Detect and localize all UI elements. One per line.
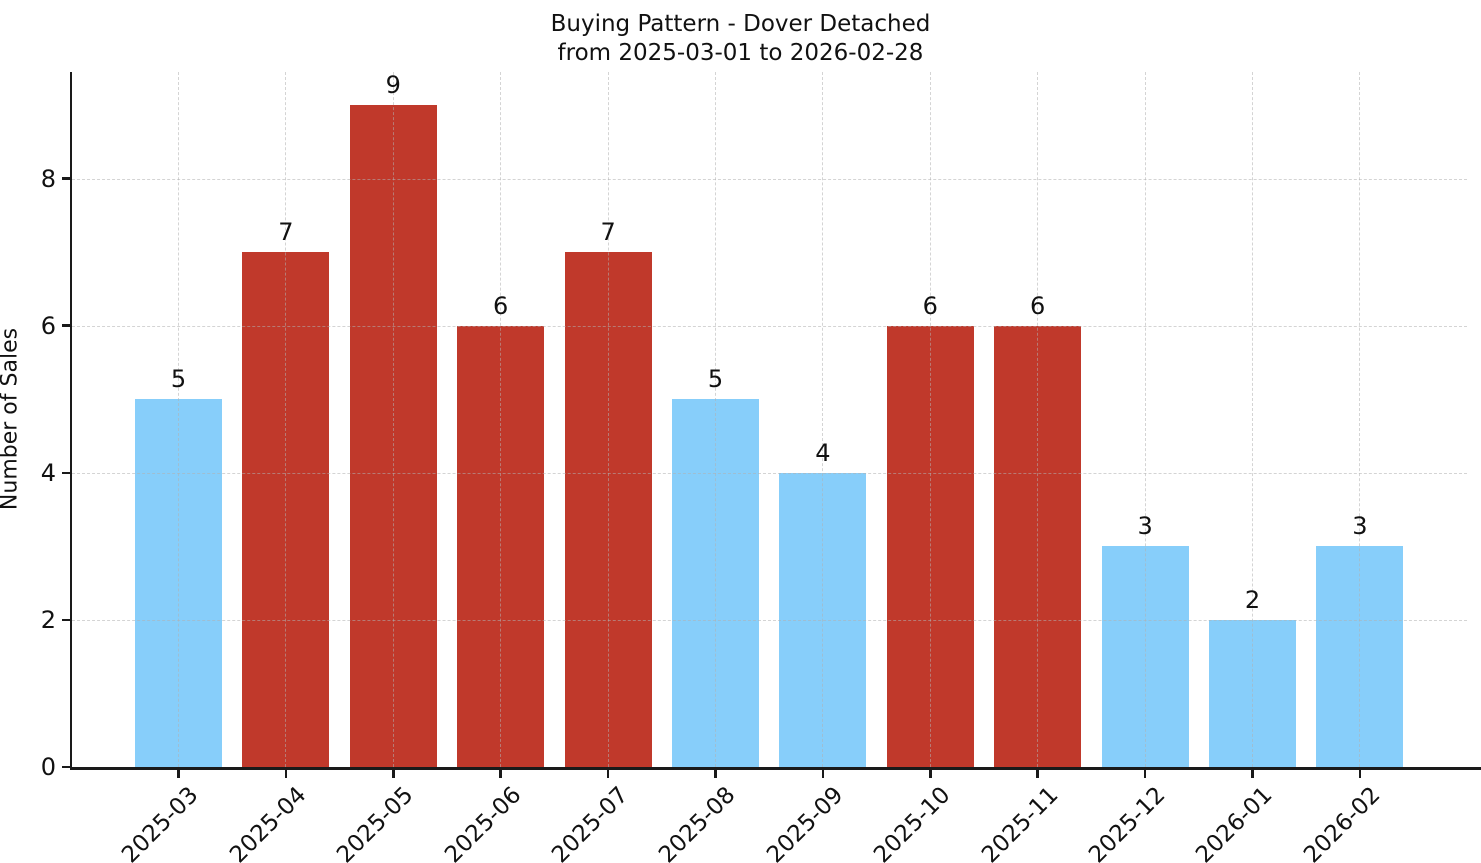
- vertical-gridline: [715, 72, 716, 767]
- bar-value-label-2025-06: 6: [493, 291, 509, 320]
- horizontal-gridline: [72, 325, 1467, 327]
- y-axis-tick: [61, 324, 70, 327]
- y-axis-spine: [69, 72, 72, 770]
- y-tick-label: 8: [40, 164, 56, 193]
- plot-area: 0 2 4 6 8 5 2025-03 7 2025-04 9 2025-05 6 2025-06 7 20…: [41, 71, 1481, 863]
- x-axis-tick: [177, 769, 180, 778]
- y-axis-tick: [61, 765, 70, 769]
- bar-value-label-2025-08: 5: [707, 365, 724, 394]
- x-axis-tick: [1251, 769, 1254, 778]
- x-axis-tick: [606, 769, 610, 778]
- chart-title: Buying Pattern - Dover Detached from 202…: [0, 10, 1481, 68]
- bar-value-label-2025-12: 3: [1137, 512, 1153, 541]
- vertical-gridline: [822, 72, 824, 767]
- x-axis-tick: [714, 769, 717, 778]
- vertical-gridline: [1252, 72, 1253, 767]
- bar-value-label-2025-09: 4: [815, 438, 831, 467]
- x-axis-tick: [1143, 769, 1147, 778]
- x-tick-label-2025-11: 2025-11: [976, 782, 1064, 863]
- horizontal-gridline: [72, 472, 1467, 474]
- x-axis-tick: [1036, 769, 1039, 778]
- vertical-gridline: [929, 72, 931, 767]
- x-tick-label-2025-06: 2025-06: [439, 782, 527, 863]
- bar-value-label-2025-03: 5: [170, 365, 187, 394]
- x-axis-spine: [69, 767, 1481, 770]
- x-tick-label-2025-07: 2025-07: [547, 782, 634, 863]
- x-tick-label-2025-09: 2025-09: [761, 782, 849, 863]
- chart-title-line1: Buying Pattern - Dover Detached: [550, 11, 931, 37]
- x-tick-label-2026-01: 2026-01: [1191, 782, 1278, 863]
- bar-value-label-2025-05: 9: [385, 71, 401, 100]
- y-axis-tick: [61, 618, 70, 622]
- horizontal-gridline: [72, 178, 1467, 180]
- vertical-gridline: [178, 72, 179, 767]
- vertical-gridline: [392, 72, 394, 767]
- vertical-gridline: [500, 72, 502, 767]
- x-axis-tick: [929, 769, 932, 778]
- bar-value-label-2026-01: 2: [1244, 585, 1261, 614]
- x-axis-tick: [392, 769, 395, 778]
- vertical-gridline: [285, 72, 287, 767]
- y-axis-tick: [61, 177, 70, 180]
- y-tick-label: 4: [40, 458, 56, 487]
- bar-value-label-2025-11: 6: [1030, 291, 1046, 320]
- x-axis-tick: [821, 769, 825, 778]
- vertical-gridline: [607, 72, 609, 767]
- y-axis-label: Number of Sales: [0, 327, 23, 511]
- chart-title-line2: from 2025-03-01 to 2026-02-28: [557, 40, 924, 66]
- y-tick-label: 6: [40, 311, 56, 340]
- x-tick-label-2026-02: 2026-02: [1298, 782, 1386, 863]
- y-axis-tick: [61, 471, 70, 475]
- x-tick-label-2025-08: 2025-08: [654, 782, 741, 863]
- bar-value-label-2026-02: 3: [1352, 512, 1368, 541]
- horizontal-gridline: [72, 619, 1467, 621]
- bar-value-label-2025-10: 6: [922, 291, 938, 320]
- vertical-gridline: [1037, 72, 1039, 767]
- bar-value-label-2025-07: 7: [600, 218, 616, 247]
- y-tick-label: 2: [40, 605, 56, 634]
- x-axis-tick: [499, 769, 502, 778]
- x-tick-label-2025-03: 2025-03: [117, 782, 204, 863]
- x-axis-tick: [284, 769, 288, 778]
- vertical-gridline: [1144, 72, 1146, 767]
- bar-value-label-2025-04: 7: [278, 218, 294, 247]
- x-tick-label-2025-04: 2025-04: [224, 782, 312, 863]
- vertical-gridline: [1359, 72, 1361, 767]
- x-axis-tick: [1358, 769, 1362, 778]
- x-tick-label-2025-12: 2025-12: [1084, 782, 1171, 863]
- y-tick-label: 0: [40, 753, 56, 781]
- x-tick-label-2025-05: 2025-05: [332, 782, 419, 863]
- x-tick-label-2025-10: 2025-10: [869, 782, 956, 863]
